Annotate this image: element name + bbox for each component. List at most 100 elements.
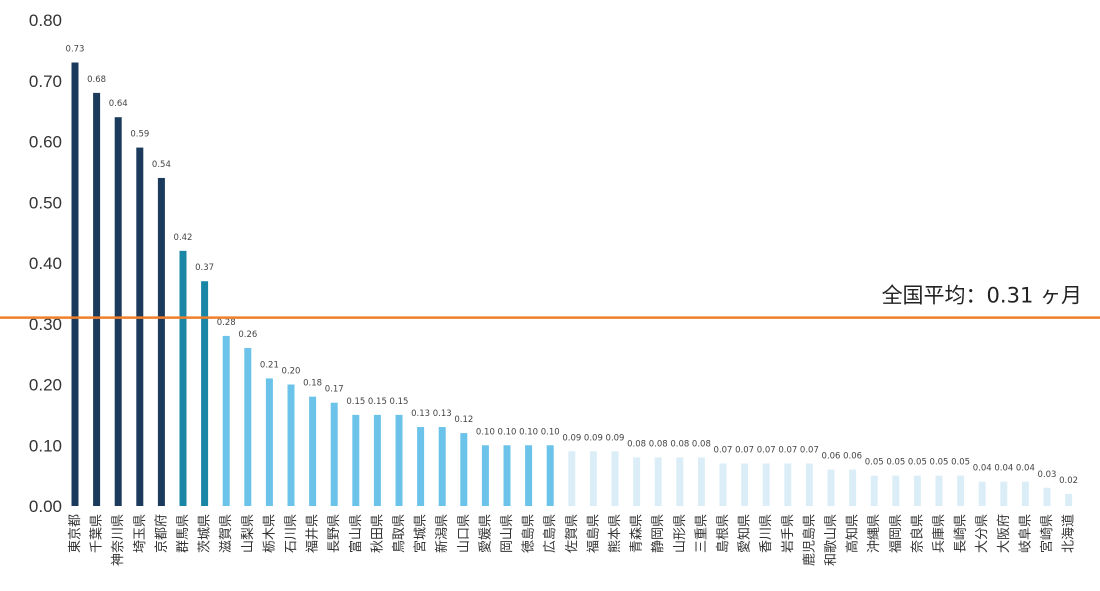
y-tick-label: 0.20	[29, 376, 62, 395]
bar	[481, 445, 489, 506]
x-tick-label: 愛知県	[737, 514, 753, 553]
bar	[309, 396, 317, 506]
data-label: 0.20	[282, 367, 301, 377]
bar	[978, 481, 986, 506]
x-tick-label: 青森県	[630, 514, 645, 553]
bar	[611, 451, 619, 506]
bar	[93, 92, 101, 507]
x-tick-label: 鹿児島県	[801, 514, 817, 566]
bar	[438, 427, 446, 506]
data-label: 0.07	[714, 445, 733, 455]
x-tick-label: 福井県	[306, 514, 321, 553]
x-tick-label: 埼玉県	[133, 514, 148, 553]
bar	[395, 414, 403, 506]
data-label: 0.13	[433, 409, 452, 419]
y-tick-label: 0.80	[29, 11, 62, 30]
x-tick-label: 栃木県	[262, 514, 277, 553]
x-tick-label: 東京都	[67, 514, 83, 553]
bar	[589, 451, 597, 506]
bar	[784, 463, 792, 506]
x-tick-label: 三重県	[693, 514, 709, 553]
data-label: 0.15	[346, 397, 365, 407]
bar	[849, 469, 857, 506]
x-tick-label: 熊本県	[607, 514, 623, 553]
y-tick-label: 0.60	[29, 133, 62, 152]
data-label: 0.07	[757, 445, 776, 455]
y-tick-label: 0.30	[29, 315, 62, 334]
data-label: 0.10	[476, 427, 495, 437]
bar	[870, 475, 878, 506]
y-tick-label: 0.50	[29, 193, 62, 212]
data-label: 0.07	[800, 445, 819, 455]
data-label: 0.09	[584, 433, 603, 443]
data-label: 0.12	[454, 415, 473, 425]
x-tick-label: 福岡県	[889, 514, 904, 553]
bar	[546, 445, 554, 506]
data-label: 0.04	[973, 464, 992, 474]
y-tick-label: 0.00	[29, 497, 62, 516]
data-label: 0.15	[390, 397, 409, 407]
data-label: 0.59	[130, 130, 149, 140]
bar	[741, 463, 749, 506]
x-axis-labels: 東京都 千葉県 神奈川県 埼玉県 京都府 群馬県 茨城県 滋賀県 山梨県 栃木県 石川県 福井県 長野県…	[67, 514, 1077, 566]
data-label: 0.10	[541, 427, 560, 437]
data-label: 0.05	[951, 458, 970, 468]
value-labels: 0.73 0.68 0.64 0.59 0.54 0.42 0.37 0.280.26 0.21…	[66, 45, 1079, 486]
data-label: 0.07	[778, 445, 797, 455]
bar	[957, 475, 965, 506]
x-tick-label: 高知県	[845, 514, 861, 553]
data-label: 0.06	[843, 452, 862, 462]
bar	[913, 475, 921, 506]
bars	[71, 62, 1073, 507]
data-label: 0.10	[519, 427, 538, 437]
data-label: 0.68	[87, 75, 106, 85]
x-tick-label: 京都府	[154, 514, 169, 553]
x-tick-label: 佐賀県	[565, 514, 580, 553]
bar	[892, 475, 900, 506]
x-tick-label: 奈良県	[909, 514, 925, 553]
bar	[762, 463, 770, 506]
bar	[136, 147, 144, 506]
x-tick-label: 大阪府	[997, 514, 1012, 553]
data-label: 0.15	[368, 397, 387, 407]
x-tick-label: 徳島県	[522, 514, 537, 553]
x-tick-label: 静岡県	[651, 514, 666, 553]
bar	[287, 384, 295, 506]
x-tick-label: 和歌山県	[824, 514, 839, 566]
bar	[114, 117, 122, 506]
data-label: 0.18	[303, 379, 322, 389]
x-tick-label: 大分県	[975, 514, 990, 553]
bar	[935, 475, 943, 506]
data-label: 0.17	[325, 385, 344, 395]
x-tick-label: 長野県	[327, 514, 342, 553]
bar	[244, 348, 252, 506]
bar	[805, 463, 813, 506]
x-tick-label: 島根県	[716, 514, 731, 553]
bar	[265, 378, 273, 506]
bar	[157, 177, 165, 506]
data-label: 0.05	[908, 458, 927, 468]
data-label: 0.02	[1059, 476, 1078, 486]
bar	[719, 463, 727, 506]
data-label: 0.04	[994, 464, 1013, 474]
bar	[71, 62, 79, 507]
data-label: 0.64	[109, 99, 128, 109]
data-label: 0.73	[66, 45, 85, 55]
x-tick-label: 富山県	[348, 514, 364, 553]
x-tick-label: 神奈川県	[111, 514, 126, 566]
bar	[1000, 481, 1008, 506]
data-label: 0.08	[692, 439, 711, 449]
bar	[201, 281, 209, 506]
data-label: 0.03	[1038, 470, 1057, 480]
bar	[330, 402, 338, 506]
x-tick-label: 宮崎県	[1039, 514, 1055, 553]
x-tick-label: 山形県	[673, 514, 688, 553]
national-average-label: 全国平均：0.31 ヶ月	[882, 284, 1082, 308]
x-tick-label: 鳥取県	[392, 514, 407, 553]
x-tick-label: 岩手県	[781, 514, 796, 553]
data-label: 0.09	[606, 433, 625, 443]
x-tick-label: 山梨県	[241, 514, 256, 553]
x-tick-label: 沖縄県	[867, 514, 882, 553]
x-tick-label: 長崎県	[954, 514, 969, 553]
